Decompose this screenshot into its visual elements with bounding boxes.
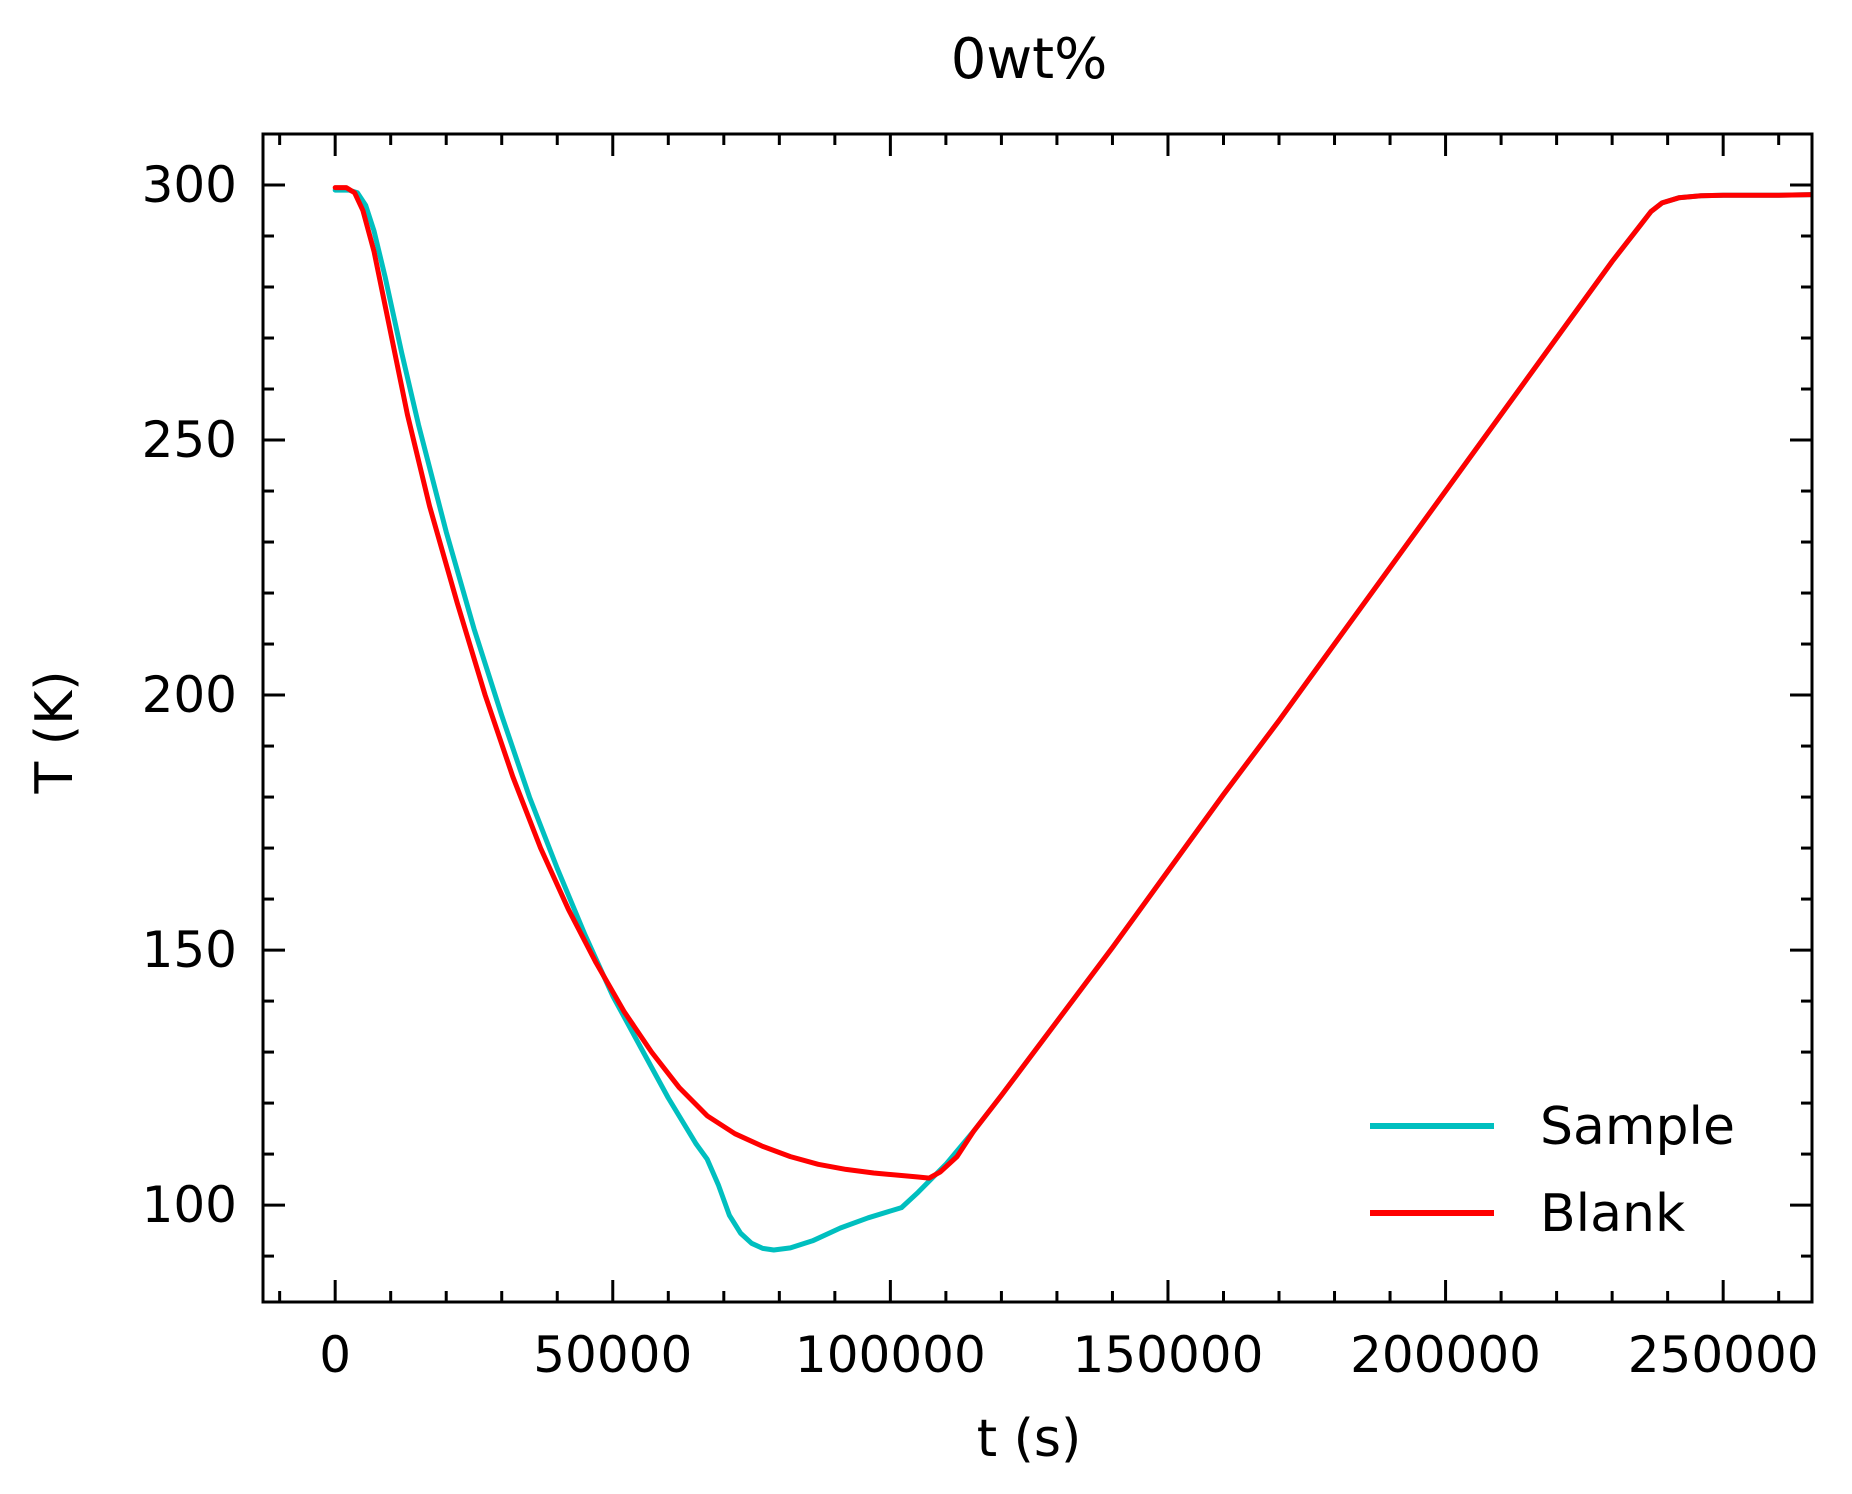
x-tick-label: 100000	[795, 1326, 986, 1384]
y-tick-label: 100	[142, 1176, 237, 1234]
y-tick-label: 250	[142, 411, 237, 469]
y-tick-label: 150	[142, 921, 237, 979]
legend-label-blank: Blank	[1540, 1184, 1685, 1244]
series-line-sample	[332, 187, 1812, 1253]
x-axis-label: t (s)	[977, 1409, 1082, 1469]
series-layer	[332, 185, 1812, 1253]
x-tick-label: 200000	[1350, 1326, 1541, 1384]
ticks-layer: 0 50000 100000 150000 200000 250000 100 150 200 2…	[142, 134, 1819, 1384]
y-axis-label: T (K)	[25, 671, 85, 795]
series-line-blank	[332, 185, 1812, 1181]
legend: Sample Blank	[1370, 1097, 1735, 1244]
y-tick-label: 200	[142, 666, 237, 724]
axes-frame	[261, 132, 1814, 1304]
x-tick-label: 50000	[533, 1326, 692, 1384]
x-tick-label: 0	[319, 1326, 351, 1384]
x-tick-label: 150000	[1073, 1326, 1264, 1384]
plot-area: 0 50000 100000 150000 200000 250000 100 150 200 2…	[142, 132, 1819, 1384]
y-tick-label: 300	[142, 156, 237, 214]
legend-label-sample: Sample	[1540, 1097, 1735, 1157]
x-tick-label: 250000	[1628, 1326, 1819, 1384]
chart-title: 0wt%	[951, 27, 1108, 92]
